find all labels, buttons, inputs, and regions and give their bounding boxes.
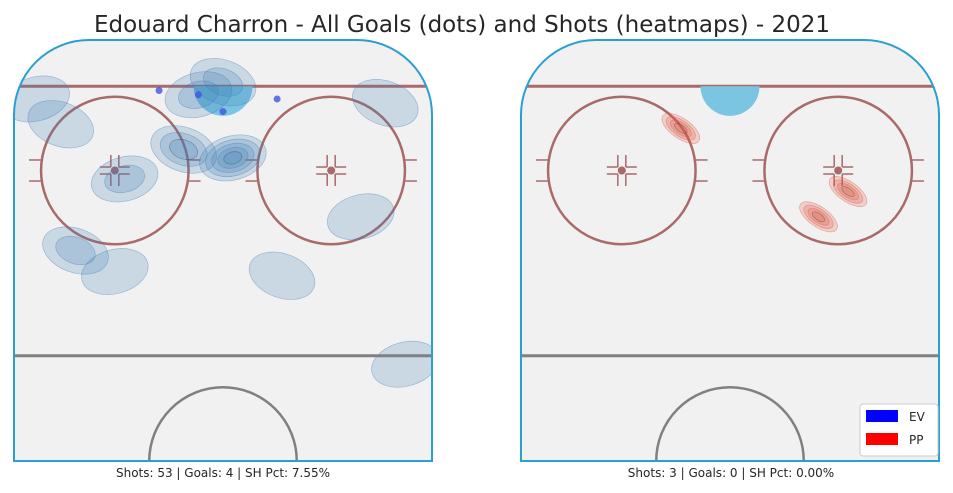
pp-heatmap [661, 113, 868, 233]
shot-density-contour [352, 79, 419, 128]
center-faceoff-circle [147, 386, 299, 461]
shot-density-contour [661, 113, 701, 144]
panel-pp [520, 39, 940, 462]
goal-crease [700, 86, 760, 116]
shot-density-contour [150, 125, 217, 174]
shot-density-contour [205, 138, 261, 178]
panel-pp-caption: Shots: 3 | Goals: 0 | SH Pct: 0.00% [628, 466, 834, 480]
legend-label-ev: EV [909, 410, 926, 424]
legend-swatch-pp [866, 433, 898, 445]
shot-density-contour [841, 186, 855, 197]
goal-dot [194, 91, 202, 99]
shot-density-contour [807, 208, 830, 226]
shot-density-contour [217, 147, 249, 169]
shot-density-contour [248, 251, 316, 300]
shot-density-contour [837, 182, 859, 201]
faceoff-circle-right [256, 95, 407, 246]
shot-density-contour [169, 138, 199, 160]
shot-density-contour [223, 151, 243, 165]
shot-density-contour [327, 193, 395, 241]
shot-density-contour [828, 176, 868, 207]
panel-ev [13, 39, 433, 462]
shot-density-contour [211, 142, 255, 173]
shot-density-contour [202, 67, 244, 97]
faceoff-dot-right [834, 166, 843, 175]
goal-crease [193, 86, 253, 116]
faceoff-dot-left [110, 166, 119, 175]
shot-density-contour [665, 116, 696, 141]
shot-density-contour [674, 123, 688, 134]
legend: EV PP [859, 403, 939, 457]
faceoff-circle-left [546, 95, 697, 246]
shot-density-contour [189, 58, 257, 107]
rink-markings [14, 58, 432, 461]
faceoff-circle-left [39, 95, 190, 246]
center-faceoff-circle [654, 386, 806, 461]
shot-density-contour [832, 179, 864, 204]
shot-density-contour [104, 164, 145, 194]
shot-density-contour [371, 340, 432, 388]
faceoff-dot-right [327, 166, 336, 175]
goal-dot [155, 87, 163, 95]
chart-title: Edouard Charron - All Goals (dots) and S… [94, 12, 830, 38]
shot-density-contour [669, 119, 692, 138]
goal-dot [219, 108, 227, 116]
legend-label-pp: PP [909, 433, 923, 447]
shot-density-contour [799, 201, 838, 233]
goal-dot [273, 95, 281, 103]
shot-density-contour [811, 211, 826, 223]
legend-swatch-ev [866, 410, 898, 422]
shot-density-contour [42, 226, 109, 275]
shot-density-contour [199, 134, 267, 182]
shot-density-contour [55, 235, 96, 266]
faceoff-circle-right [763, 95, 914, 246]
panel-ev-caption: Shots: 53 | Goals: 4 | SH Pct: 7.55% [116, 466, 330, 480]
shot-density-contour [27, 100, 94, 149]
shot-density-contour [159, 132, 208, 167]
rink-boards [520, 39, 940, 462]
rink-boards [13, 39, 433, 462]
rink-markings [521, 84, 939, 461]
faceoff-dot-left [617, 166, 626, 175]
shot-density-contour [90, 155, 159, 203]
shot-density-contour [803, 204, 834, 229]
shot-density-contour [81, 248, 149, 295]
